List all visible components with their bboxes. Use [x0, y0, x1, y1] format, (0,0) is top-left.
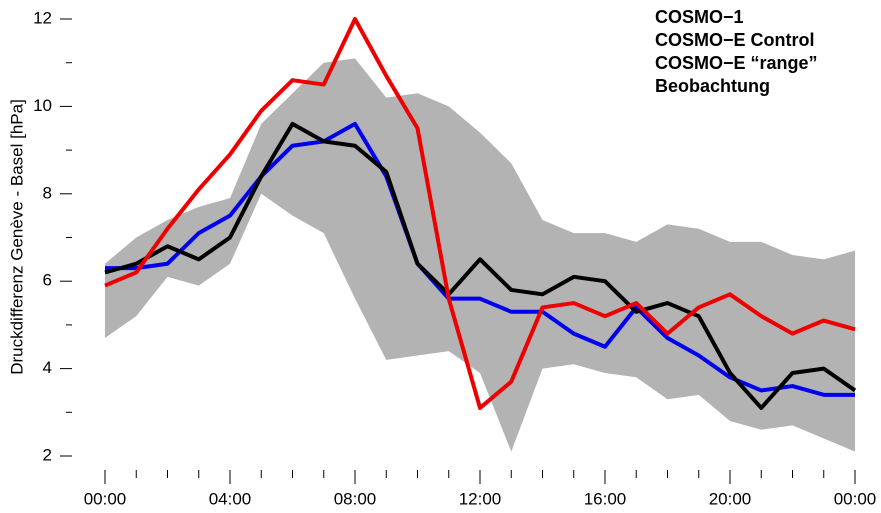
- x-tick-label: 12:00: [459, 489, 502, 508]
- series-line: [104, 17, 856, 410]
- y-tick-label: 2: [43, 445, 52, 464]
- range-band: [105, 58, 855, 452]
- series-line: [105, 121, 855, 397]
- y-tick-label: 12: [33, 8, 52, 27]
- x-tick-label: 16:00: [584, 489, 627, 508]
- y-axis-label: Druckdifferenz Genève - Basel [hPa]: [7, 99, 26, 375]
- legend-entry: Beobachtung: [655, 76, 770, 96]
- y-tick-label: 10: [33, 96, 52, 115]
- y-tick-label: 6: [43, 271, 52, 290]
- x-tick-label: 04:00: [209, 489, 252, 508]
- y-tick-label: 8: [43, 183, 52, 202]
- legend-entry: COSMO−1: [655, 7, 744, 27]
- x-tick-label: 00:00: [84, 489, 127, 508]
- legend-entry: COSMO−E Control: [655, 30, 815, 50]
- x-tick-label: 00:00: [834, 489, 877, 508]
- legend-entry: COSMO−E “range”: [655, 53, 818, 73]
- y-tick-label: 4: [43, 358, 52, 377]
- x-tick-label: 08:00: [334, 489, 377, 508]
- x-tick-label: 20:00: [709, 489, 752, 508]
- series-line: [104, 121, 857, 410]
